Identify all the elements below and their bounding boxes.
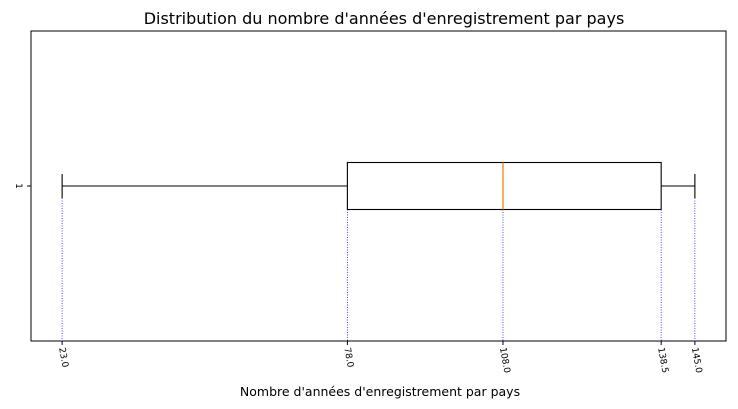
x-axis-label: Nombre d'années d'enregistrement par pay… (240, 384, 520, 399)
x-tick-label-3: 138.5 (655, 347, 669, 374)
x-axis-ticks: 23.0 78.0 108.0 138.5 145.0 (56, 341, 703, 374)
x-tick-label-2: 108.0 (497, 347, 511, 374)
box-plot (61, 161, 696, 211)
x-tick-label-4: 145.0 (689, 347, 703, 374)
y-axis-tick: 1 (13, 183, 31, 189)
y-tick-label: 1 (13, 183, 23, 189)
interquartile-box (346, 161, 662, 211)
x-tick-label-0: 23.0 (56, 347, 69, 369)
reference-lines (61, 198, 696, 341)
chart-title: Distribution du nombre d'années d'enregi… (144, 9, 625, 28)
x-tick-label-1: 78.0 (341, 347, 354, 369)
